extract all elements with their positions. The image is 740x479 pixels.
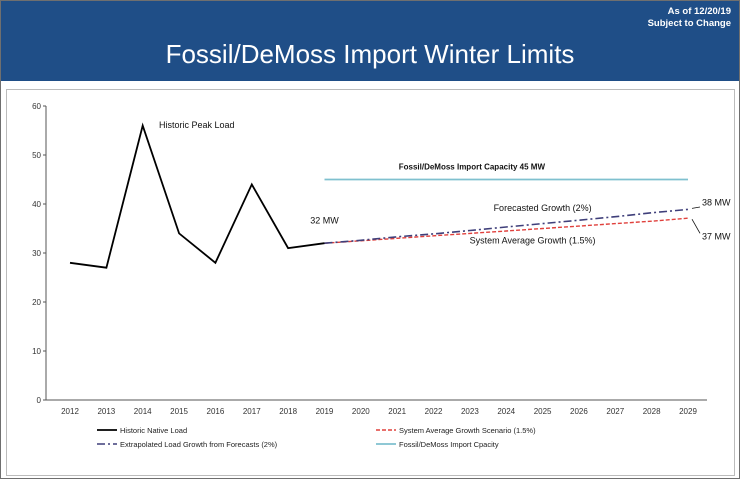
leader-end-low [691,219,701,234]
chart-series [69,122,689,269]
x-tick-label: 2019 [316,407,334,416]
x-tick-label: 2015 [170,407,188,416]
as-of-date: As of 12/20/19 [667,6,731,17]
x-tick-label: 2024 [497,407,515,416]
y-tick-label: 20 [32,298,41,307]
y-tick-label: 30 [32,249,41,258]
annotation-historic-peak: Historic Peak Load [159,120,235,130]
chart-annotations: Historic Peak Load Fossil/DeMoss Import C… [159,120,731,246]
y-tick-label: 0 [37,396,42,405]
x-tick-label: 2028 [643,407,661,416]
y-tick-label: 10 [32,347,41,356]
x-tick-label: 2016 [207,407,225,416]
legend-label: Historic Native Load [120,426,187,435]
x-tick-label: 2020 [352,407,370,416]
x-tick-label: 2018 [279,407,297,416]
slide-title: Fossil/DeMoss Import Winter Limits [165,39,575,69]
legend-label: Extrapolated Load Growth from Forecasts … [120,440,278,449]
x-tick-label: 2023 [461,407,479,416]
chart-legend: Historic Native Load System Average Growt… [97,426,536,449]
annotation-capacity: Fossil/DeMoss Import Capacity 45 MW [399,163,546,172]
x-tick-label: 2012 [61,407,79,416]
as-of-note: As of 12/20/19 Subject to Change [648,6,731,30]
legend-label: System Average Growth Scenario (1.5%) [399,426,536,435]
x-tick-label: 2025 [534,407,552,416]
x-tick-label: 2029 [679,407,697,416]
slide-header: As of 12/20/19 Subject to Change Fossil/… [1,1,739,81]
annotation-end-low: 37 MW [702,231,731,241]
leader-end-high [691,206,701,209]
series-historic-native-load [69,122,325,269]
annotation-end-high: 38 MW [702,197,731,207]
legend-label: Fossil/DeMoss Import Cpacity [399,440,499,449]
annotation-system-growth: System Average Growth (1.5%) [470,236,596,246]
x-tick-label: 2013 [97,407,115,416]
x-tick-label: 2021 [388,407,406,416]
x-tick-label: 2014 [134,407,152,416]
x-tick-label: 2017 [243,407,261,416]
subject-to-change: Subject to Change [647,18,731,29]
x-tick-label: 2022 [425,407,443,416]
chart-axes: 0 10 20 30 40 50 60 2012 2013 2014 2015 2016 2017 201… [32,102,707,416]
y-tick-label: 60 [32,102,41,111]
series-extrapolated-growth [324,208,689,244]
x-tick-label: 2027 [606,407,624,416]
annotation-forecast-growth: Forecasted Growth (2%) [494,203,592,213]
chart-border [6,89,735,476]
series-system-average-growth [324,217,689,244]
y-tick-label: 40 [32,200,41,209]
annotation-start-value: 32 MW [310,216,339,226]
y-tick-label: 50 [32,151,41,160]
x-tick-label: 2026 [570,407,588,416]
